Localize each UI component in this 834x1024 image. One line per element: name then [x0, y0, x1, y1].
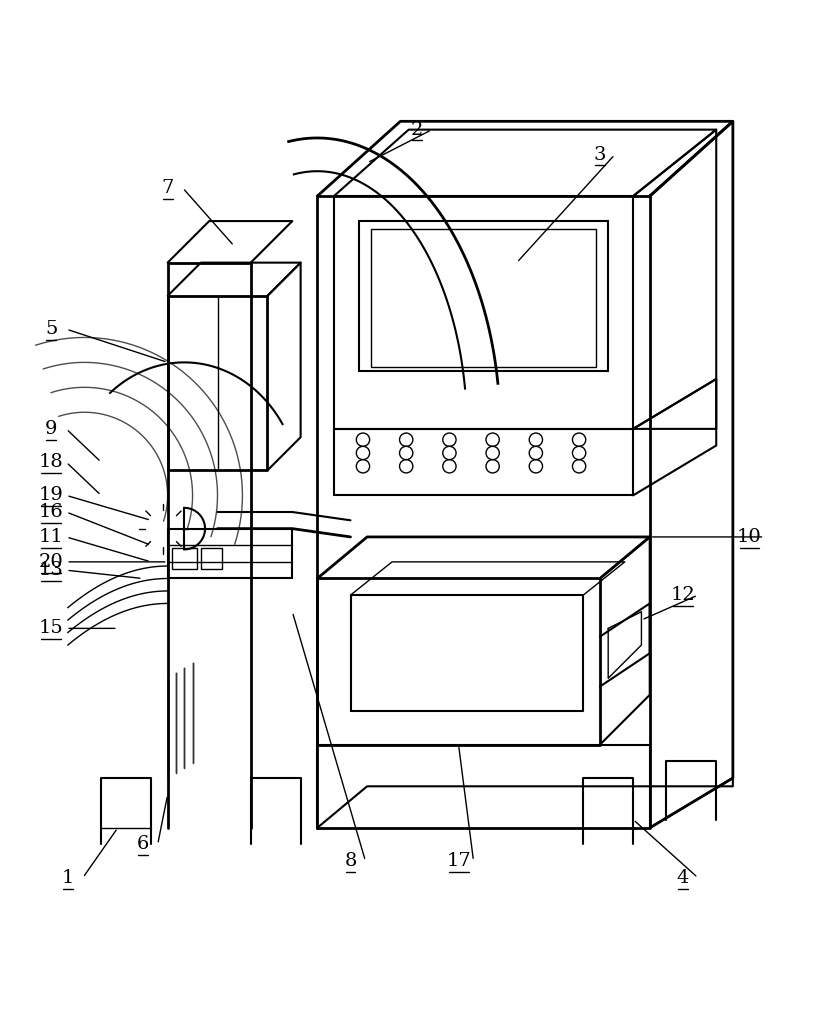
Text: 6: 6 — [137, 836, 149, 853]
Text: 16: 16 — [39, 503, 63, 521]
Text: 13: 13 — [39, 561, 63, 580]
Text: 5: 5 — [45, 321, 58, 338]
Text: 11: 11 — [39, 528, 63, 546]
Text: 18: 18 — [39, 454, 63, 471]
Text: 3: 3 — [594, 145, 606, 164]
Text: 19: 19 — [39, 486, 63, 505]
Text: 8: 8 — [344, 852, 357, 870]
Text: 17: 17 — [446, 852, 471, 870]
Text: 4: 4 — [677, 868, 689, 887]
Text: 20: 20 — [39, 553, 63, 570]
Text: 10: 10 — [737, 528, 762, 546]
Bar — [371, 229, 595, 367]
Text: 9: 9 — [45, 420, 58, 438]
Bar — [359, 221, 608, 371]
Bar — [168, 528, 292, 579]
Text: 2: 2 — [411, 121, 423, 138]
Text: 15: 15 — [39, 620, 63, 637]
Text: 1: 1 — [62, 868, 74, 887]
Text: 7: 7 — [162, 179, 173, 197]
Text: 12: 12 — [671, 586, 696, 604]
Bar — [172, 548, 197, 568]
Bar — [201, 548, 222, 568]
